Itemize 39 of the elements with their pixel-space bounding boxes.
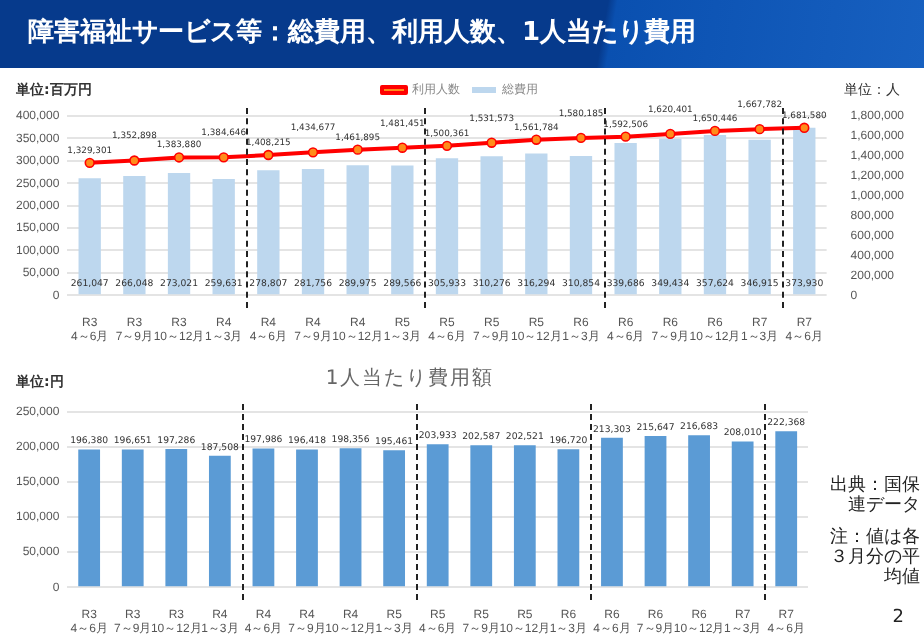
- text: 注：値は各３月分の平均値: [828, 528, 920, 588]
- bar: [513, 445, 536, 587]
- point: [307, 147, 319, 158]
- point: [397, 142, 408, 153]
- bar: [731, 441, 754, 587]
- bar: [470, 445, 493, 587]
- point: [709, 125, 721, 137]
- chart-title: 障害福祉サービス等：総費用、利用人数、1人当たり費用: [0, 0, 924, 68]
- bar: [121, 449, 144, 587]
- point: [575, 132, 587, 144]
- point: [441, 140, 453, 152]
- bar: [208, 455, 231, 587]
- bar: [383, 450, 406, 587]
- bar: [252, 448, 275, 587]
- bar: [775, 431, 798, 587]
- bar: [339, 448, 362, 587]
- point: [754, 123, 765, 135]
- point: [84, 157, 95, 169]
- point: [173, 152, 185, 163]
- point: [129, 155, 140, 166]
- point: [352, 144, 363, 155]
- point: [531, 134, 542, 145]
- source-note: 出典：国保連データ: [828, 476, 920, 516]
- bar: [296, 449, 318, 587]
- bar: [165, 448, 188, 587]
- point: [665, 128, 676, 140]
- point: [218, 152, 229, 163]
- point: [799, 122, 810, 133]
- bar: [426, 444, 449, 587]
- bar: [644, 436, 667, 587]
- bar: [688, 435, 710, 587]
- point: [263, 149, 274, 161]
- point: [620, 131, 631, 142]
- bar: [78, 449, 101, 587]
- bar: [601, 437, 623, 587]
- bar: [557, 449, 580, 587]
- text: 2: [890, 608, 904, 628]
- chart-title: 1人当たり費用額: [325, 368, 495, 390]
- point: [486, 137, 497, 148]
